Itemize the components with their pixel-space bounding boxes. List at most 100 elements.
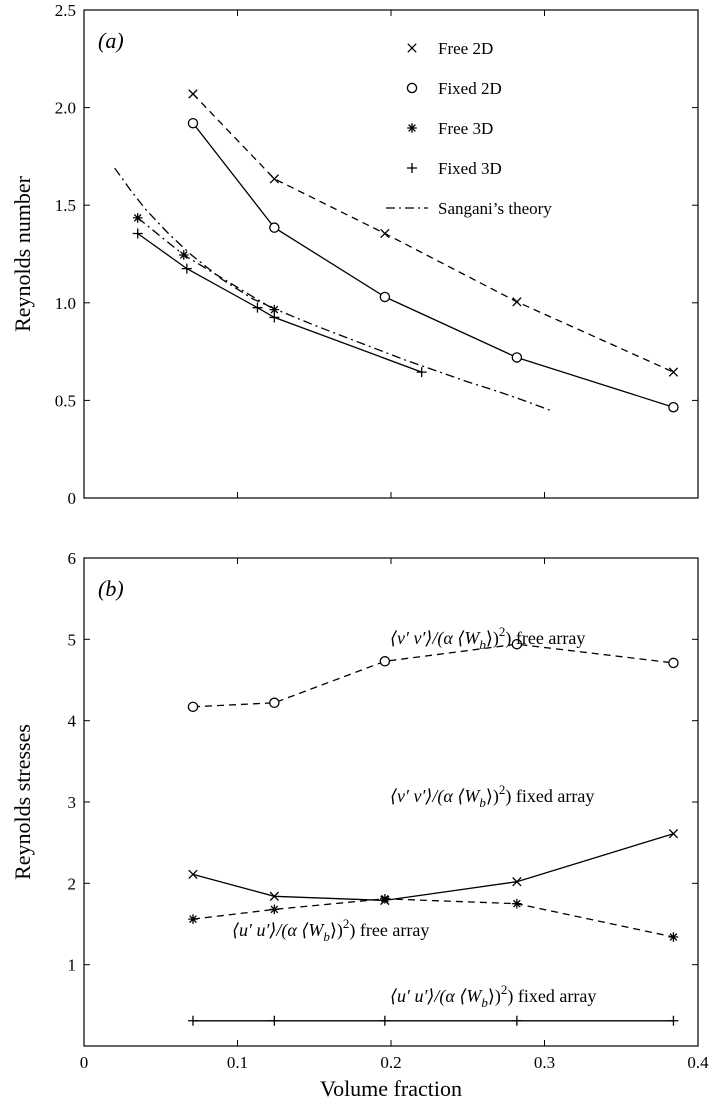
data-point	[511, 352, 523, 363]
series-annotation: ⟨u′ u′⟩/(α ⟨Wb⟩)2) free array	[232, 916, 429, 944]
y-tick-label: 4	[68, 712, 77, 731]
panel-label: (b)	[98, 576, 124, 601]
data-point	[181, 263, 192, 274]
data-point	[188, 914, 198, 924]
legend-item: Free 3D	[407, 119, 493, 138]
data-point	[269, 891, 279, 902]
legend-label: Fixed 2D	[438, 79, 502, 98]
y-tick-label: 1.0	[55, 294, 76, 313]
data-point	[187, 701, 199, 713]
data-point	[379, 1015, 390, 1026]
data-point	[668, 657, 679, 669]
series-3	[188, 893, 679, 942]
data-point	[379, 656, 391, 667]
data-point	[668, 367, 679, 377]
series-line	[192, 833, 674, 902]
data-point	[187, 1015, 198, 1026]
y-tick-label: 0.5	[55, 391, 76, 410]
series-annotation: ⟨v′ v′⟩/(α ⟨Wb⟩)2) fixed array	[390, 782, 594, 810]
annotation-part: b	[323, 929, 330, 944]
x-tick-label: 0.2	[380, 1053, 401, 1072]
data-point	[511, 1015, 522, 1026]
legend-label: Sangani’s theory	[438, 199, 552, 218]
series-line	[192, 643, 674, 708]
legend-item: Fixed 3D	[407, 159, 502, 178]
series-1	[187, 638, 679, 713]
annotation-part: b	[479, 637, 486, 652]
x-tick-label: 0.3	[534, 1053, 555, 1072]
legend-label: Fixed 3D	[438, 159, 502, 178]
y-tick-label: 1.5	[55, 196, 76, 215]
series-2	[187, 117, 679, 413]
legend-label: Free 2D	[438, 39, 493, 58]
y-tick-label: 2	[68, 874, 77, 893]
annotation-part: 2	[501, 982, 508, 997]
y-tick-label: 2.5	[55, 1, 76, 20]
data-point	[668, 1015, 679, 1026]
y-axis-label: Reynolds stresses	[10, 724, 35, 880]
annotation-part: 2	[499, 782, 506, 797]
series-1	[188, 89, 679, 377]
annotation-part: ⟩)	[486, 628, 499, 649]
legend-marker	[406, 82, 418, 94]
x-axis-label: Volume fraction	[320, 1076, 462, 1101]
data-point	[511, 638, 523, 650]
data-point	[379, 291, 391, 303]
legend-item: Free 2D	[407, 39, 493, 58]
legend-marker	[407, 123, 417, 133]
panel-a: 0 0.5 1.0 1.5 2.0 2.5 Reynolds number (a)	[10, 1, 699, 508]
data-point	[188, 89, 198, 99]
legend-item: Fixed 2D	[406, 79, 502, 98]
panel-label: (a)	[98, 28, 124, 53]
data-point	[178, 250, 189, 260]
series-annotation: ⟨v′ v′⟩/(α ⟨Wb⟩)2) free array	[390, 624, 585, 652]
legend-item: Sangani’s theory	[386, 199, 552, 218]
data-point	[380, 228, 390, 239]
annotation-part: ⟨u′ u′⟩/(α ⟨W	[232, 920, 325, 941]
data-point	[132, 213, 143, 223]
legend: Free 2D Fixed 2D Free 3D Fixed 3D Sangani’s …	[386, 39, 552, 218]
legend-marker	[407, 163, 417, 173]
series-line	[192, 93, 674, 373]
x-tick-label: 0.1	[227, 1053, 248, 1072]
data-point	[252, 302, 263, 313]
x-tick-label: 0.4	[687, 1053, 709, 1072]
data-point	[668, 401, 679, 413]
data-point	[269, 222, 280, 233]
y-tick-label: 5	[68, 630, 77, 649]
annotation-part: ⟩)	[486, 786, 499, 807]
annotation-part: ) fixed array	[507, 986, 596, 1007]
annotation-part: b	[481, 995, 488, 1010]
data-point	[512, 297, 522, 307]
annotation-part: ⟩)	[330, 920, 343, 941]
data-point	[269, 904, 280, 915]
y-tick-label: 1	[68, 956, 77, 975]
data-point	[187, 117, 199, 129]
legend-marker	[407, 43, 417, 53]
annotation-part: ⟨v′ v′⟩/(α ⟨W	[390, 628, 481, 649]
panel-b: 0 0.1 0.2 0.3 0.4 1 2 3 4 5 6 Reynolds stresses Volu…	[10, 549, 709, 1101]
series-line	[192, 122, 674, 408]
annotation-part: ) free array	[349, 920, 429, 941]
data-point	[416, 367, 427, 378]
series-line	[137, 217, 275, 311]
data-point	[132, 228, 143, 239]
annotation-part: ⟨v′ v′⟩/(α ⟨W	[390, 786, 481, 807]
series-annotation: ⟨u′ u′⟩/(α ⟨Wb⟩)2) fixed array	[390, 982, 596, 1010]
data-point	[269, 1015, 280, 1026]
legend-label: Free 3D	[438, 119, 493, 138]
annotation-part: ) fixed array	[505, 786, 594, 807]
annotation-part: ⟨u′ u′⟩/(α ⟨W	[390, 986, 483, 1007]
data-point	[188, 869, 198, 880]
data-point	[269, 697, 280, 709]
annotation-part: 2	[499, 624, 506, 639]
data-point	[512, 898, 522, 909]
series-3	[132, 213, 280, 315]
annotation-part: ⟩)	[488, 986, 501, 1007]
plot-frame	[83, 9, 699, 499]
series-4	[187, 1015, 679, 1026]
data-point	[668, 932, 679, 942]
y-tick-label: 2.0	[55, 99, 76, 118]
data-point	[512, 877, 522, 887]
data-point	[269, 174, 279, 184]
